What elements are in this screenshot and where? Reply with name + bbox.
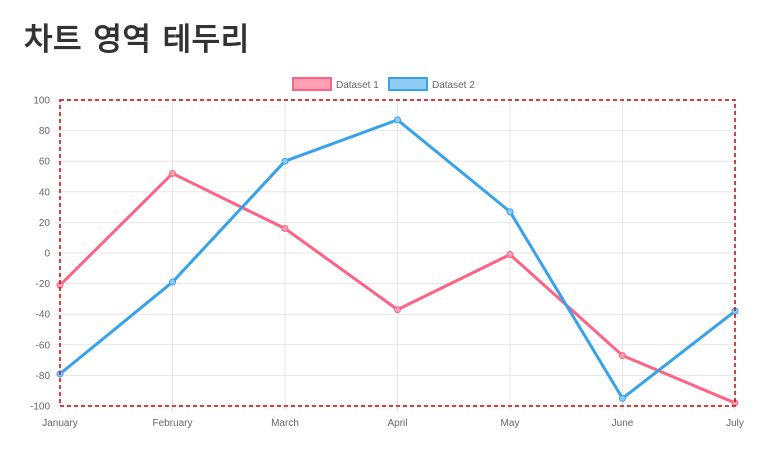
x-tick-label: May bbox=[501, 418, 520, 429]
data-point bbox=[619, 352, 626, 360]
legend: Dataset 1 Dataset 2 bbox=[292, 77, 475, 91]
legend-swatch-dataset-1 bbox=[292, 77, 332, 91]
x-tick-label: January bbox=[42, 418, 78, 429]
data-point bbox=[394, 306, 401, 314]
x-tick-label: February bbox=[152, 418, 192, 429]
data-point bbox=[281, 157, 289, 165]
y-tick-label: -100 bbox=[30, 402, 50, 413]
x-tick-label: March bbox=[271, 418, 299, 429]
y-tick-label: 100 bbox=[33, 96, 50, 107]
grid-lines bbox=[55, 99, 736, 411]
data-points bbox=[56, 116, 739, 407]
y-tick-label: -20 bbox=[36, 279, 51, 290]
y-tick-label: 0 bbox=[44, 249, 50, 260]
y-tick-label: -60 bbox=[36, 340, 51, 351]
data-point bbox=[619, 394, 626, 402]
y-tick-label: 40 bbox=[39, 187, 51, 198]
x-axis-ticks: January February March April May June July bbox=[42, 418, 744, 429]
y-tick-label: -80 bbox=[36, 371, 51, 382]
y-tick-label: 80 bbox=[39, 126, 51, 137]
x-tick-label: June bbox=[612, 418, 634, 429]
y-axis-ticks: 100 80 60 40 20 0 -20 -40 -60 -80 -100 bbox=[30, 96, 50, 413]
data-point bbox=[281, 225, 289, 233]
chart-area-border bbox=[59, 99, 736, 407]
legend-swatch-dataset-2 bbox=[388, 77, 428, 91]
page-title: 차트 영역 테두리 bbox=[24, 22, 250, 58]
y-tick-label: 20 bbox=[39, 218, 51, 229]
data-point bbox=[169, 278, 176, 286]
y-tick-label: -40 bbox=[36, 310, 51, 321]
data-point bbox=[506, 251, 514, 259]
data-point bbox=[394, 116, 401, 124]
x-tick-label: April bbox=[387, 418, 407, 429]
x-tick-label: July bbox=[726, 418, 744, 429]
y-tick-label: 60 bbox=[39, 157, 51, 168]
legend-label-dataset-2: Dataset 2 bbox=[432, 80, 475, 91]
legend-label-dataset-1: Dataset 1 bbox=[336, 80, 379, 91]
data-point bbox=[506, 208, 514, 216]
data-point bbox=[169, 169, 176, 177]
